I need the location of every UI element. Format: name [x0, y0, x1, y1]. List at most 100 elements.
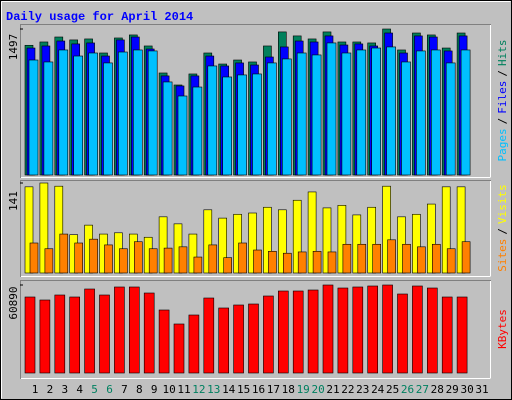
bar — [44, 248, 54, 274]
bar — [371, 47, 382, 176]
bar — [267, 62, 277, 176]
bar — [39, 299, 51, 374]
bar — [352, 286, 364, 374]
bar — [263, 295, 274, 374]
chart-title: Daily usage for April 2014 — [6, 10, 193, 24]
bar — [382, 185, 391, 274]
bar — [268, 250, 277, 274]
bar — [372, 243, 382, 274]
bar — [412, 213, 421, 274]
bar — [426, 287, 438, 374]
bar — [134, 241, 143, 274]
x-tick-label: 1 — [32, 383, 39, 396]
bar — [386, 46, 396, 176]
bar — [73, 55, 83, 176]
bar — [307, 191, 317, 274]
bar — [445, 62, 456, 176]
bar — [248, 212, 257, 274]
bar — [460, 49, 471, 176]
bar — [203, 297, 215, 374]
bar — [203, 209, 213, 274]
bar — [296, 52, 307, 176]
bar — [162, 81, 173, 176]
bar — [223, 257, 232, 274]
bar — [312, 250, 322, 274]
legend: Pages / Files / Hits — [496, 40, 509, 162]
bar — [89, 238, 98, 274]
bar — [387, 239, 396, 274]
x-tick-label: 6 — [106, 383, 113, 396]
bar — [24, 296, 36, 374]
bar — [147, 50, 158, 176]
bar — [103, 62, 113, 176]
x-tick-label: 13 — [207, 383, 220, 396]
legend-entry: Sites — [496, 239, 509, 272]
legend-separator: / — [496, 70, 509, 77]
bar — [367, 206, 377, 274]
bar — [342, 243, 352, 274]
bar — [441, 296, 453, 374]
bar — [208, 244, 218, 274]
x-tick-label: 7 — [121, 383, 128, 396]
bar — [446, 248, 456, 274]
bar — [292, 199, 302, 274]
bar — [277, 290, 289, 374]
y-tick-label: 1497 — [7, 34, 20, 61]
y-tick-label: 141 — [7, 191, 20, 211]
bar — [43, 61, 54, 176]
x-tick-label: 4 — [76, 383, 83, 396]
y-tick-label: 60890 — [7, 286, 20, 319]
bar — [84, 288, 95, 374]
legend-entry: KBytes — [496, 309, 509, 349]
bar — [417, 246, 426, 274]
x-tick-label: 23 — [356, 383, 369, 396]
bar — [88, 52, 98, 176]
legend: KBytes — [496, 309, 509, 349]
legend-entry: Visits — [496, 184, 509, 224]
bar — [158, 309, 170, 374]
x-tick-label: 25 — [386, 383, 399, 396]
bar — [188, 314, 200, 374]
bar — [158, 216, 168, 274]
bar — [54, 185, 64, 274]
legend-separator: / — [496, 118, 509, 125]
x-tick-label: 28 — [431, 383, 444, 396]
bar — [281, 58, 292, 176]
bar — [99, 294, 110, 374]
bar — [367, 285, 379, 374]
bar — [252, 73, 262, 176]
x-tick-label: 31 — [475, 383, 488, 396]
x-tick-label: 29 — [446, 383, 459, 396]
x-tick-label: 26 — [401, 383, 414, 396]
x-tick-label: 15 — [237, 383, 250, 396]
bar — [263, 206, 272, 274]
x-tick-label: 30 — [460, 383, 473, 396]
x-tick-label: 14 — [222, 383, 236, 396]
bar — [207, 65, 218, 176]
bar — [253, 249, 262, 274]
x-tick-label: 11 — [177, 383, 190, 396]
bar — [322, 207, 332, 274]
bar — [327, 251, 337, 274]
bar — [341, 52, 352, 176]
x-tick-label: 22 — [341, 383, 354, 396]
bar — [426, 203, 436, 274]
bar — [297, 251, 307, 274]
bar — [173, 323, 185, 374]
x-tick-label: 2 — [47, 383, 54, 396]
bar — [192, 86, 203, 176]
x-tick-label: 5 — [91, 383, 98, 396]
bar — [456, 186, 466, 274]
x-tick-label: 27 — [416, 383, 429, 396]
x-tick-label: 10 — [162, 383, 175, 396]
bar — [24, 186, 34, 274]
bar — [441, 186, 451, 274]
bar — [397, 293, 408, 374]
bar — [402, 243, 411, 274]
x-tick-label: 24 — [371, 383, 385, 396]
bar — [39, 182, 49, 274]
bar — [233, 304, 244, 374]
bar — [143, 292, 155, 374]
bar — [237, 74, 247, 176]
